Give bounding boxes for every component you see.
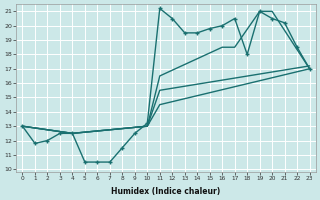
X-axis label: Humidex (Indice chaleur): Humidex (Indice chaleur) xyxy=(111,187,221,196)
